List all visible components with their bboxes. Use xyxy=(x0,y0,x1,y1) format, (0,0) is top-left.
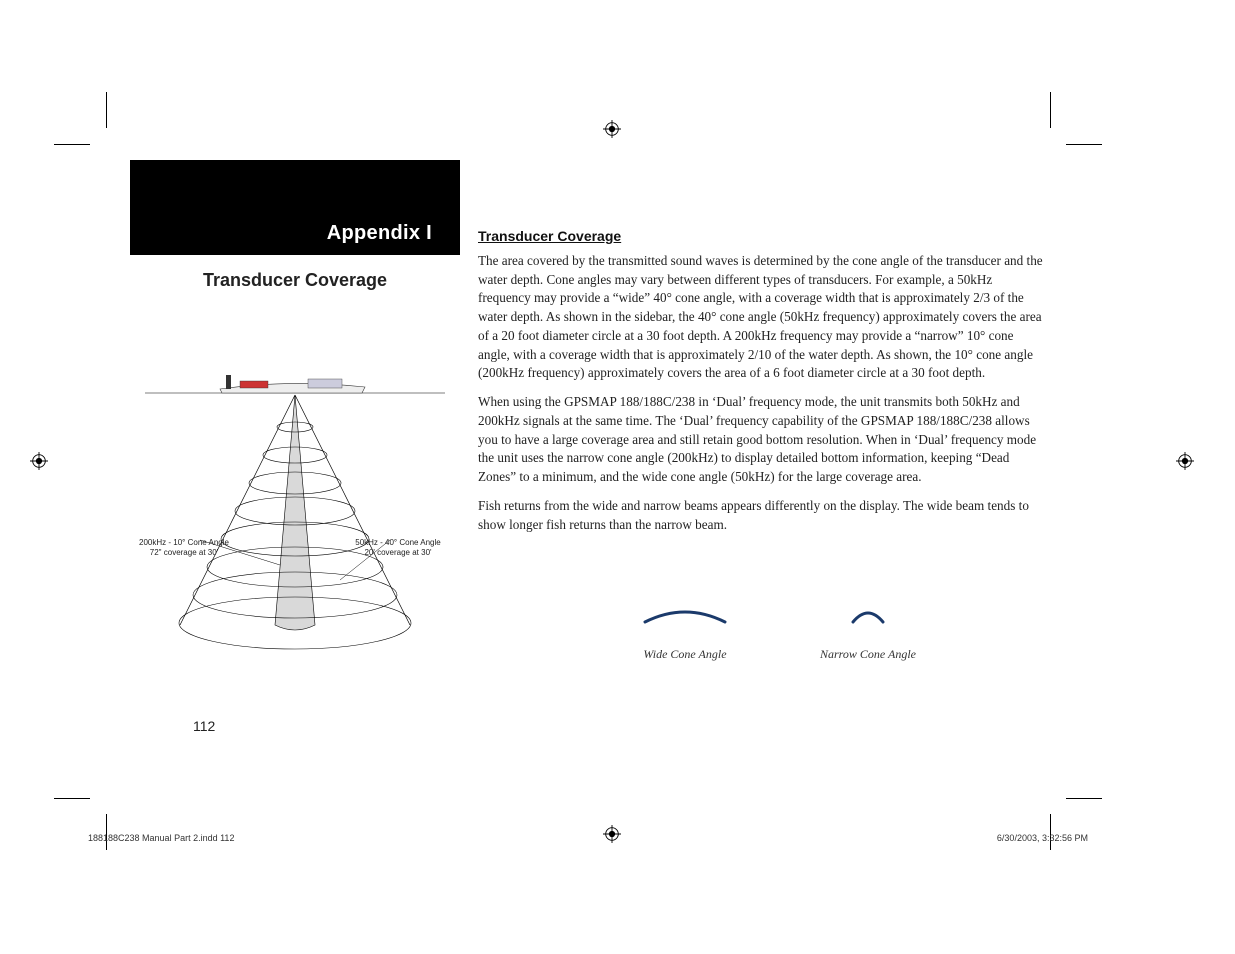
diagram-label-right: 50kHz - 40° Cone Angle 20' coverage at 3… xyxy=(348,538,448,557)
narrow-cone-figure: Narrow Cone Angle xyxy=(820,600,916,680)
page-number: 112 xyxy=(193,718,215,734)
print-footer: 188188C238 Manual Part 2.indd 112 6/30/2… xyxy=(88,833,1088,843)
content-heading: Transducer Coverage xyxy=(478,228,1048,244)
main-content: Transducer Coverage The area covered by … xyxy=(478,228,1048,544)
registration-mark-right xyxy=(1176,452,1194,470)
fish-return-figures: Wide Cone Angle Narrow Cone Angle xyxy=(568,600,988,680)
diagram-label-left: 200kHz - 10° Cone Angle 72" coverage at … xyxy=(134,538,234,557)
boat-icon xyxy=(220,375,365,393)
footer-filename: 188188C238 Manual Part 2.indd 112 xyxy=(88,833,234,843)
page-area: Appendix I Transducer Coverage xyxy=(88,100,1088,780)
cone-coverage-diagram xyxy=(140,365,450,665)
diagram-left-line1: 200kHz - 10° Cone Angle xyxy=(134,538,234,548)
diagram-left-line2: 72" coverage at 30' xyxy=(134,548,234,558)
appendix-header: Appendix I xyxy=(130,160,460,255)
narrow-cone-caption: Narrow Cone Angle xyxy=(820,647,916,662)
appendix-label: Appendix I xyxy=(327,222,432,245)
paragraph-1: The area covered by the transmitted soun… xyxy=(478,252,1048,383)
diagram-right-line2: 20' coverage at 30' xyxy=(348,548,448,558)
footer-timestamp: 6/30/2003, 3:32:56 PM xyxy=(997,833,1088,843)
wide-cone-caption: Wide Cone Angle xyxy=(640,647,730,662)
paragraph-3: Fish returns from the wide and narrow be… xyxy=(478,497,1048,534)
diagram-right-line1: 50kHz - 40° Cone Angle xyxy=(348,538,448,548)
sidebar-title: Transducer Coverage xyxy=(130,270,460,291)
registration-mark-left xyxy=(30,452,48,470)
paragraph-2: When using the GPSMAP 188/188C/238 in ‘D… xyxy=(478,393,1048,487)
wide-cone-figure: Wide Cone Angle xyxy=(640,600,730,680)
